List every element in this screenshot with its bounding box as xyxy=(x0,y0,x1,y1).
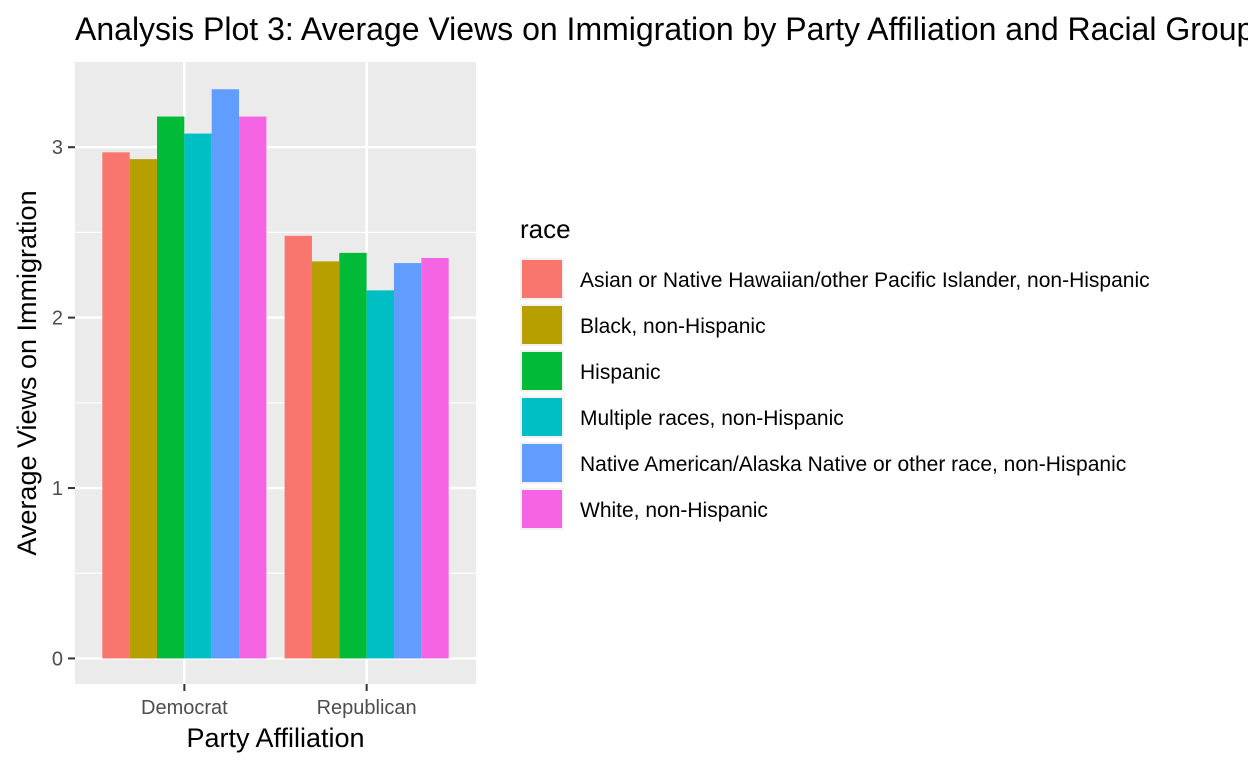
bar-republican-1 xyxy=(311,261,340,659)
bar-democrat-5 xyxy=(239,116,267,659)
x-axis: Democrat Republican xyxy=(141,684,417,719)
y-tick-label: 3 xyxy=(52,137,63,159)
legend-swatch xyxy=(522,490,562,528)
y-tick-label: 1 xyxy=(52,478,63,500)
legend-label: White, non-Hispanic xyxy=(580,499,768,522)
y-axis: 0 1 2 3 xyxy=(52,137,75,670)
x-tick-label: Democrat xyxy=(141,697,228,719)
legend-title: race xyxy=(520,214,571,244)
legend-swatch xyxy=(522,352,562,390)
bar-democrat-1 xyxy=(129,159,158,659)
bar-republican-4 xyxy=(393,263,422,659)
y-tick-label: 0 xyxy=(52,648,63,670)
legend-label: Native American/Alaska Native or other r… xyxy=(580,453,1126,476)
x-tick-label: Republican xyxy=(317,697,417,719)
chart-title: Analysis Plot 3: Average Views on Immigr… xyxy=(75,11,1248,47)
bar-democrat-2 xyxy=(157,116,185,659)
legend-swatch xyxy=(522,306,562,344)
bar-democrat-3 xyxy=(184,133,212,659)
bar-republican-3 xyxy=(366,290,394,659)
legend-label: Black, non-Hispanic xyxy=(580,315,766,338)
legend-swatch xyxy=(522,398,562,436)
x-axis-title: Party Affiliation xyxy=(186,723,364,753)
y-axis-title: Average Views on Immigration xyxy=(12,190,42,555)
bar-republican-0 xyxy=(284,235,312,659)
legend-label: Hispanic xyxy=(580,361,661,384)
legend-swatch xyxy=(522,260,562,298)
bar-republican-5 xyxy=(421,257,449,659)
bar-republican-2 xyxy=(339,252,367,659)
legend-swatch xyxy=(522,444,562,482)
legend-label: Asian or Native Hawaiian/other Pacific I… xyxy=(580,269,1150,292)
bar-democrat-0 xyxy=(102,152,130,659)
legend-label: Multiple races, non-Hispanic xyxy=(580,407,844,430)
legend: race Asian or Native Hawaiian/other Paci… xyxy=(520,214,1150,530)
bars-group xyxy=(102,89,449,659)
bar-democrat-4 xyxy=(211,89,240,659)
y-tick-label: 2 xyxy=(52,308,63,330)
